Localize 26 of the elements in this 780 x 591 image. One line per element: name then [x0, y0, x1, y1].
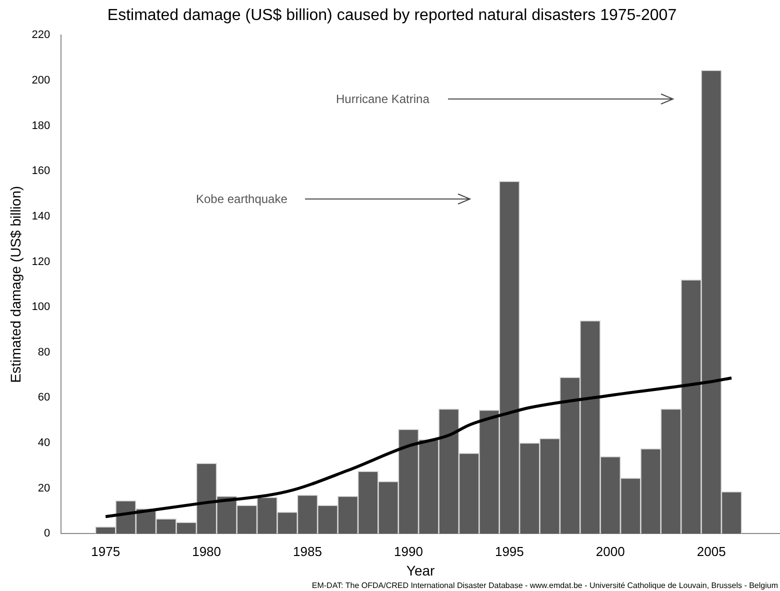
x-tick-label: 2000 — [596, 544, 625, 559]
y-tick-label: 200 — [32, 74, 50, 87]
text: EM-DAT: The OFDA/CRED International Disaster Database - www.emdat.be - Université Catholique de Louvain, Brussels - Belgium — [312, 581, 778, 590]
x-axis-title: Year — [406, 562, 436, 578]
x-tick-label: 1990 — [394, 544, 423, 559]
y-tick-label: 120 — [32, 256, 50, 268]
y-tick-label: 80 — [38, 346, 50, 358]
annotation: Hurricane Katrina — [336, 91, 430, 107]
y-tick-label: 60 — [38, 392, 50, 404]
y-tick-label: 20 — [38, 482, 50, 494]
x-tick-label: 2005 — [696, 544, 726, 559]
y-tick-label: 100 — [32, 301, 50, 314]
x-tick-label: 1980 — [192, 544, 221, 559]
line-series — [104, 376, 734, 518]
chart-title: Estimated damage (US$ billion) caused by reported natural disasters 1975-2007 — [107, 7, 677, 24]
annotation: Kobe earthquake — [196, 191, 288, 207]
y-axis-title: Estimated damage (US$ billion) — [7, 186, 24, 383]
x-tick-label: 1995 — [494, 544, 524, 559]
x-tick-label: 1975 — [91, 544, 120, 559]
y-tick-label: 180 — [32, 120, 50, 132]
y-tick-label: 160 — [32, 165, 50, 178]
y-tick-label: 0 — [44, 528, 50, 540]
y-tick-label: 220 — [32, 29, 50, 42]
y-tick-label: 140 — [32, 210, 50, 222]
y-tick-label: 40 — [38, 437, 50, 450]
x-tick-label: 1985 — [293, 544, 322, 559]
